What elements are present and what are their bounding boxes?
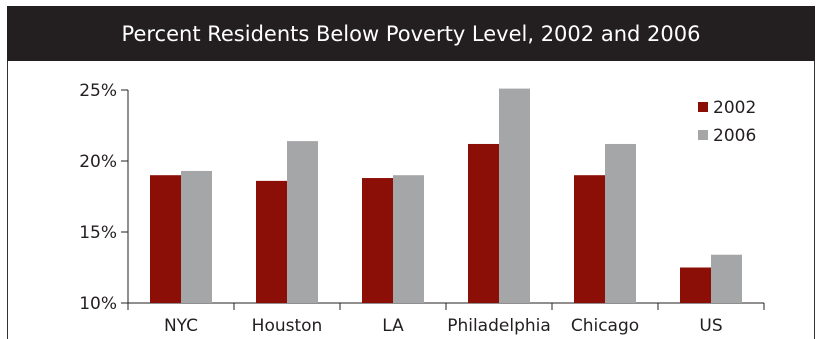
bar-2002-us	[680, 267, 711, 303]
x-tick-label: LA	[382, 316, 404, 336]
x-tick-label: NYC	[164, 316, 198, 336]
x-tick-label: Chicago	[571, 316, 639, 336]
chart-title: Percent Residents Below Poverty Level, 2…	[121, 21, 701, 46]
bar-2002-chicago	[574, 175, 605, 303]
chart-title-bar: Percent Residents Below Poverty Level, 2…	[7, 6, 815, 61]
bar-2006-us	[711, 254, 742, 303]
legend-label-2002: 2002	[713, 98, 756, 118]
legend-swatch-2002	[698, 102, 708, 112]
y-tick-label: 10%	[79, 294, 117, 314]
bar-2002-philadelphia	[468, 143, 499, 303]
chart-frame	[7, 6, 815, 339]
y-tick-label: 15%	[79, 223, 117, 243]
bar-2006-philadelphia	[499, 88, 530, 303]
bar-2006-la	[393, 175, 424, 303]
bar-2006-houston	[287, 141, 318, 303]
x-tick-label: Philadelphia	[447, 316, 551, 336]
y-tick-label: 20%	[79, 152, 117, 172]
legend-swatch-2006	[698, 130, 708, 140]
x-tick-label: Houston	[252, 316, 323, 336]
bar-2002-la	[362, 178, 393, 303]
y-tick-label: 25%	[79, 81, 117, 101]
bar-2002-houston	[256, 180, 287, 303]
bar-2002-nyc	[150, 175, 181, 303]
x-tick-label: US	[699, 316, 722, 336]
bar-2006-nyc	[181, 170, 212, 303]
bar-2006-chicago	[605, 143, 636, 303]
legend-label-2006: 2006	[713, 126, 756, 146]
